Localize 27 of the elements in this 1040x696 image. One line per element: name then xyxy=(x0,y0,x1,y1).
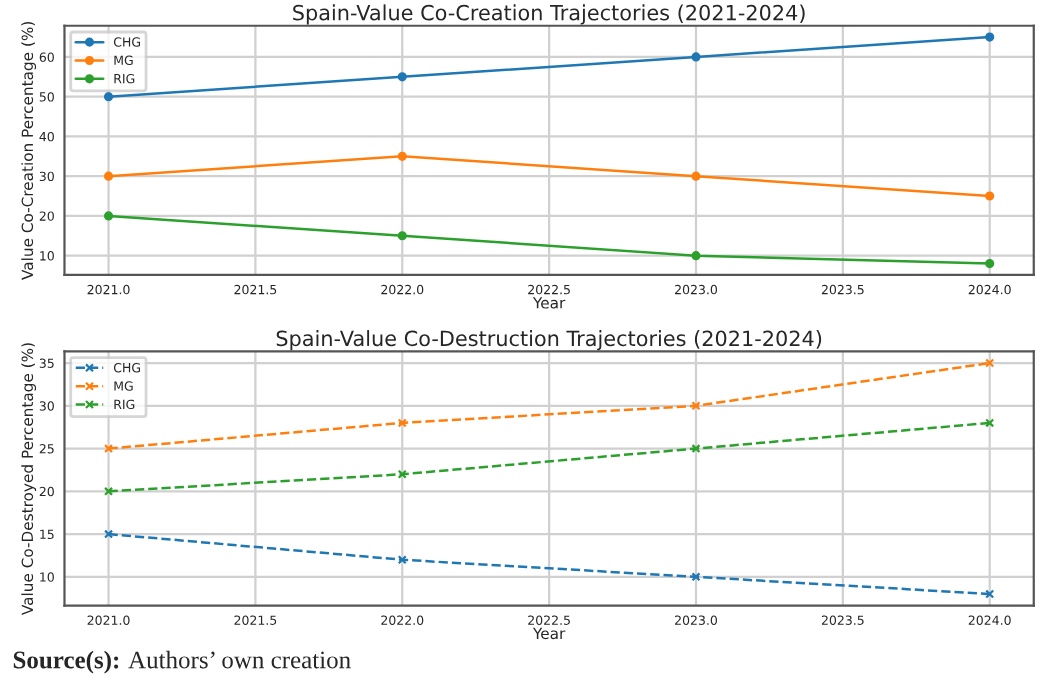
chart-title: Spain-Value Co-Creation Trajectories (2021-2024) xyxy=(293,4,805,25)
point xyxy=(103,486,114,496)
point xyxy=(691,401,701,411)
point xyxy=(397,555,407,565)
point xyxy=(397,72,407,82)
point xyxy=(103,211,114,221)
point xyxy=(985,589,995,599)
point xyxy=(691,52,701,62)
point xyxy=(397,231,407,241)
point xyxy=(691,251,701,261)
point xyxy=(985,32,995,42)
point xyxy=(985,358,995,368)
point xyxy=(691,572,701,582)
point xyxy=(103,92,114,102)
point xyxy=(103,443,114,454)
point xyxy=(985,191,995,201)
point xyxy=(397,469,407,479)
point xyxy=(397,151,407,161)
point xyxy=(103,529,114,539)
point xyxy=(691,171,701,181)
point xyxy=(103,171,114,181)
point xyxy=(985,418,995,428)
point xyxy=(397,418,407,428)
chart-title: Spain-Value Co-Destruction Trajectories (2021-2024) xyxy=(276,330,822,351)
point xyxy=(985,259,995,269)
source-note: Source(s): Authors’ own creation xyxy=(13,650,351,674)
point xyxy=(691,443,701,454)
